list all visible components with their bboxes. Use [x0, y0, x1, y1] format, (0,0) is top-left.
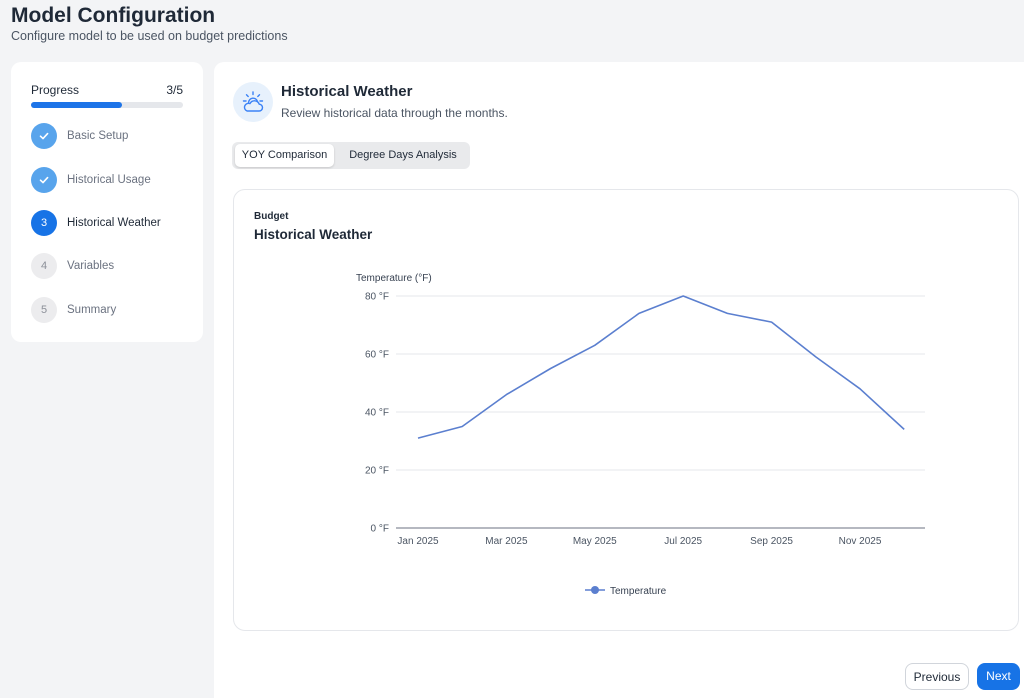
progress-count: 3/5: [166, 83, 183, 97]
progress-bar-fill: [31, 102, 123, 108]
step-label: Summary: [67, 304, 117, 316]
temperature-line-chart: Temperature (°F) 0 °F 20 °F 40 °F 60 °F 80 °F…: [356, 273, 925, 597]
step-number: 4: [31, 253, 57, 279]
main-panel: Historical Weather Review historical dat…: [214, 62, 1024, 698]
check-icon: [31, 123, 57, 149]
progress-sidebar: Progress 3/5 Basic Setup Historical Usag…: [11, 62, 203, 342]
progress-label: Progress: [31, 83, 80, 97]
y-tick-label: 0 °F: [371, 524, 389, 535]
x-tick-label: Jan 2025: [397, 536, 439, 547]
section-subtitle: Review historical data through the month…: [281, 106, 508, 120]
legend-label: Temperature: [610, 586, 667, 597]
x-tick-label: Jul 2025: [664, 536, 702, 547]
y-tick-label: 40 °F: [365, 408, 389, 419]
chart-card: Budget Historical Weather Temperature (°…: [233, 189, 1019, 631]
next-button[interactable]: Next: [977, 663, 1020, 690]
y-axis-label: Temperature (°F): [356, 273, 432, 284]
tab-degree-days-analysis[interactable]: Degree Days Analysis: [349, 149, 457, 161]
series-line-temperature: [417, 295, 905, 439]
cloud-sun-icon: [233, 82, 273, 122]
x-tick-label: Sep 2025: [750, 536, 793, 547]
page-title: Model Configuration: [11, 4, 216, 27]
step-label: Basic Setup: [67, 130, 129, 142]
card-title: Historical Weather: [254, 227, 373, 242]
step-label: Historical Weather: [67, 217, 161, 229]
x-tick-label: Mar 2025: [485, 536, 528, 547]
previous-button[interactable]: Previous: [905, 663, 969, 690]
step-historical-usage[interactable]: Historical Usage: [31, 166, 191, 194]
page-subtitle: Configure model to be used on budget pre…: [11, 29, 288, 43]
section-title: Historical Weather: [281, 83, 413, 100]
step-variables[interactable]: 4 Variables: [31, 252, 191, 280]
step-historical-weather[interactable]: 3 Historical Weather: [31, 209, 191, 237]
x-tick-label: Nov 2025: [839, 536, 882, 547]
y-tick-label: 80 °F: [365, 292, 389, 303]
step-number: 5: [31, 297, 57, 323]
step-summary[interactable]: 5 Summary: [31, 296, 191, 324]
step-basic-setup[interactable]: Basic Setup: [31, 122, 191, 150]
legend-marker: [591, 586, 599, 594]
step-number: 3: [31, 210, 57, 236]
step-label: Historical Usage: [67, 174, 151, 186]
tab-yoy-comparison[interactable]: YOY Comparison: [235, 144, 334, 167]
y-tick-label: 60 °F: [365, 350, 389, 361]
check-icon: [31, 167, 57, 193]
card-eyebrow: Budget: [254, 211, 289, 222]
view-tabs: YOY Comparison Degree Days Analysis: [232, 142, 470, 169]
progress-bar: [31, 102, 183, 108]
step-label: Variables: [67, 260, 115, 272]
y-tick-label: 20 °F: [365, 466, 389, 477]
x-tick-label: May 2025: [573, 536, 617, 547]
